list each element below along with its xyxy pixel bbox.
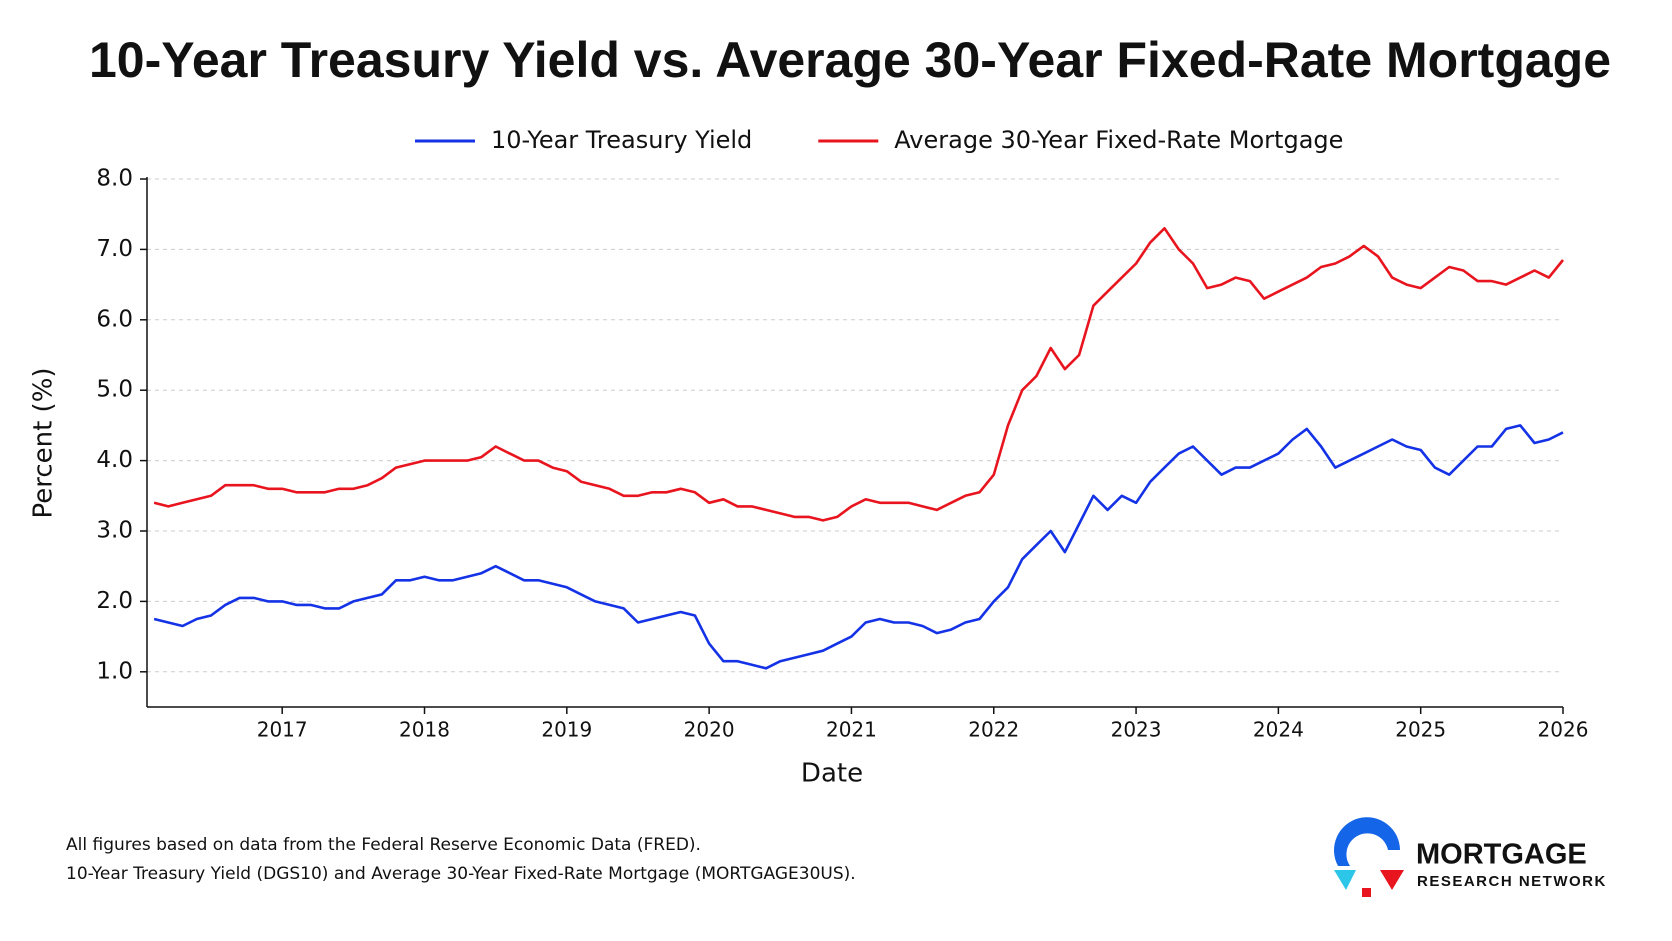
x-tick-label: 2022 [968, 718, 1019, 742]
x-tick-label: 2023 [1111, 718, 1162, 742]
line-series [153, 424, 1564, 670]
logo-icon [1334, 817, 1404, 897]
y-axis-label: Percent (%) [29, 367, 59, 518]
legend-label: Average 30-Year Fixed-Rate Mortgage [894, 126, 1343, 154]
x-tick-label: 2024 [1253, 718, 1304, 742]
y-tick-label: 4.0 [96, 447, 133, 473]
line-series [153, 227, 1565, 522]
y-tick-label: 8.0 [96, 166, 133, 192]
y-tick-label: 1.0 [96, 658, 133, 684]
logo-subtext: RESEARCH NETWORK [1417, 873, 1607, 890]
y-tick-label: 6.0 [96, 306, 133, 332]
x-tick-label: 2025 [1395, 718, 1446, 742]
legend-label: 10-Year Treasury Yield [491, 126, 752, 154]
y-tick-label: 5.0 [96, 377, 133, 403]
x-tick-label: 2026 [1538, 718, 1589, 742]
logo-text: MORTGAGE [1416, 839, 1587, 871]
x-tick-label: 2018 [399, 718, 450, 742]
x-axis-label: Date [801, 759, 863, 789]
x-tick-label: 2017 [257, 718, 308, 742]
x-tick-label: 2019 [541, 718, 592, 742]
x-tick-label: 2021 [826, 718, 877, 742]
y-tick-label: 2.0 [96, 588, 133, 614]
x-tick-label: 2020 [684, 718, 735, 742]
footnote: 10-Year Treasury Yield (DGS10) and Avera… [66, 864, 856, 884]
y-tick-label: 3.0 [96, 518, 133, 544]
chart-title: 10-Year Treasury Yield vs. Average 30-Ye… [89, 32, 1611, 88]
footnote: All figures based on data from the Feder… [66, 835, 701, 855]
y-tick-label: 7.0 [96, 236, 133, 262]
